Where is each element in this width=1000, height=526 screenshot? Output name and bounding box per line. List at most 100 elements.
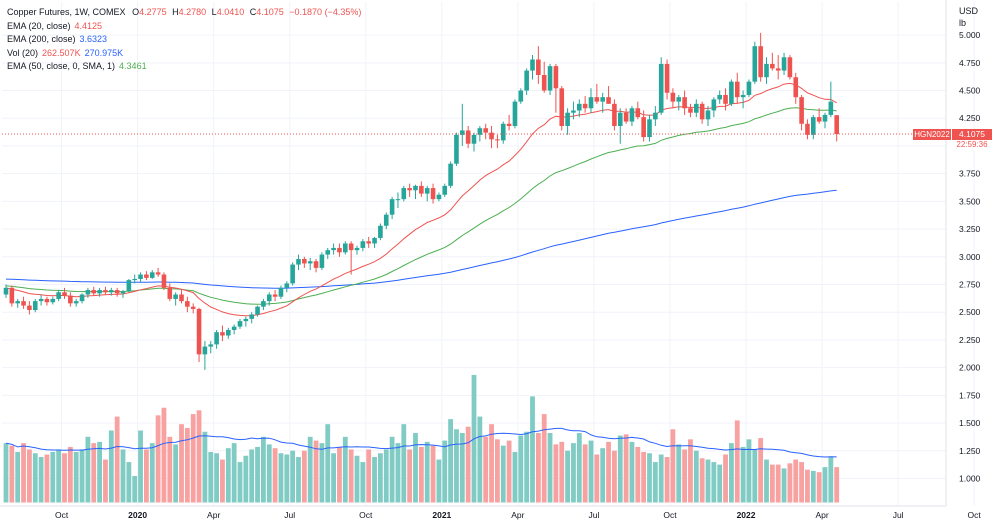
candle-body <box>694 103 699 113</box>
volume-bar <box>225 448 231 503</box>
grid <box>2 2 975 506</box>
candle-body <box>822 114 828 122</box>
candle-body <box>202 346 208 355</box>
candle-body <box>272 294 278 297</box>
volume-bar <box>184 427 190 503</box>
ema20-label: EMA (20, close) <box>7 20 71 31</box>
volume-bar <box>21 443 26 503</box>
volume-bar <box>44 454 50 503</box>
volume-bar <box>32 453 38 503</box>
volume-bar <box>85 436 91 503</box>
candle-body <box>746 81 752 95</box>
candle-body <box>571 110 576 113</box>
symbol-row: Copper Futures, 1W, COMEX O4.2775 H4.278… <box>7 6 364 20</box>
volume-bar <box>495 439 500 503</box>
indicator-ema20[interactable]: EMA (20, close) 4.4125 <box>7 20 364 34</box>
volume-bar <box>401 424 407 503</box>
candle-body <box>477 128 483 135</box>
x-tick-label: Oct <box>55 510 69 520</box>
volume-bar <box>284 454 290 503</box>
volume-bar <box>623 434 629 503</box>
candle-body <box>284 283 290 288</box>
candle-body <box>787 57 793 78</box>
y-tick-label: 3.750 <box>959 169 981 179</box>
candle-body <box>442 185 448 195</box>
ema20-value: 4.4125 <box>74 20 103 31</box>
candle-body <box>770 63 775 69</box>
candle-body <box>588 97 594 109</box>
candle-body <box>500 123 506 141</box>
volume-bar <box>734 420 740 503</box>
candle-body <box>465 130 471 144</box>
candle-body <box>752 46 758 82</box>
ema50-label: EMA (50, close, 0, SMA, 1) <box>7 61 116 71</box>
candle-body <box>190 306 196 309</box>
volume-bar <box>144 449 149 503</box>
volume-bar <box>810 470 816 503</box>
volume-bar <box>793 459 799 503</box>
candle-body <box>196 308 202 355</box>
volume-bar <box>547 433 553 503</box>
volume-bar <box>828 457 834 503</box>
volume-bar <box>15 451 21 503</box>
volume-bar <box>155 415 161 503</box>
candle-body <box>62 292 67 296</box>
volume-bar <box>214 453 219 503</box>
volume-bar <box>787 463 793 503</box>
candle-body <box>629 108 635 122</box>
x-tick-label: Apr <box>815 510 828 520</box>
volume-bar <box>243 455 249 503</box>
candle-body <box>21 301 26 306</box>
candle-body <box>635 108 641 118</box>
volume-bar <box>290 450 296 503</box>
candle-body <box>606 97 611 104</box>
y-tick-label: 5.000 <box>959 30 981 40</box>
candle-body <box>144 274 149 278</box>
volume-bar <box>389 436 395 503</box>
candle-body <box>641 117 646 138</box>
volume-bar <box>670 429 676 503</box>
volume-bar <box>834 467 840 503</box>
y-tick-label: 4.250 <box>959 113 981 123</box>
candle-body <box>577 103 582 111</box>
close-value: 4.1075 <box>256 7 284 17</box>
volume-bar <box>331 453 336 503</box>
candle-body <box>729 81 734 104</box>
volume-bar <box>407 449 413 503</box>
volume-bar <box>430 445 436 503</box>
candle-body <box>734 81 740 98</box>
candle-body <box>524 70 529 91</box>
candle-body <box>658 63 664 113</box>
volume-bar <box>758 438 764 503</box>
candle-body <box>97 290 102 294</box>
candle-body <box>483 128 488 133</box>
candle-body <box>775 68 781 71</box>
indicator-ema50[interactable]: EMA (50, close, 0, SMA, 1) 4.3461 <box>7 60 364 74</box>
volume-bar <box>149 443 155 503</box>
ema200-line <box>5 189 837 289</box>
time-axis[interactable]: Oct 2020 Apr Jul Oct 2021 Apr Jul Oct 2022 Apr Jul O… <box>55 510 981 520</box>
volume-value: 262.507K <box>42 47 81 58</box>
candle-body <box>413 185 418 191</box>
volume-bar <box>541 414 547 503</box>
volume-bar <box>179 424 184 503</box>
candle-body <box>161 274 167 288</box>
volume-bar <box>699 458 705 503</box>
volume-bars <box>3 374 840 503</box>
candle-body <box>319 254 325 268</box>
indicator-volume[interactable]: Vol (20) 262.507K 270.975K <box>7 47 364 61</box>
volume-bar <box>173 444 179 503</box>
candle-body <box>103 290 108 293</box>
candle-body <box>811 117 816 135</box>
candle-body <box>138 274 143 279</box>
indicator-ema200[interactable]: EMA (200, close) 3.6323 <box>7 33 364 47</box>
volume-bar <box>91 443 97 503</box>
candle-body <box>343 243 348 253</box>
price-axis[interactable]: 1.000 1.250 1.500 1.750 2.000 2.250 2.500 2.750… <box>959 30 981 483</box>
volume-ma-value: 270.975K <box>84 47 124 58</box>
candle-body <box>331 247 336 251</box>
volume-bar <box>641 451 647 503</box>
x-tick-label: Apr <box>511 510 524 520</box>
volume-bar <box>752 449 758 503</box>
